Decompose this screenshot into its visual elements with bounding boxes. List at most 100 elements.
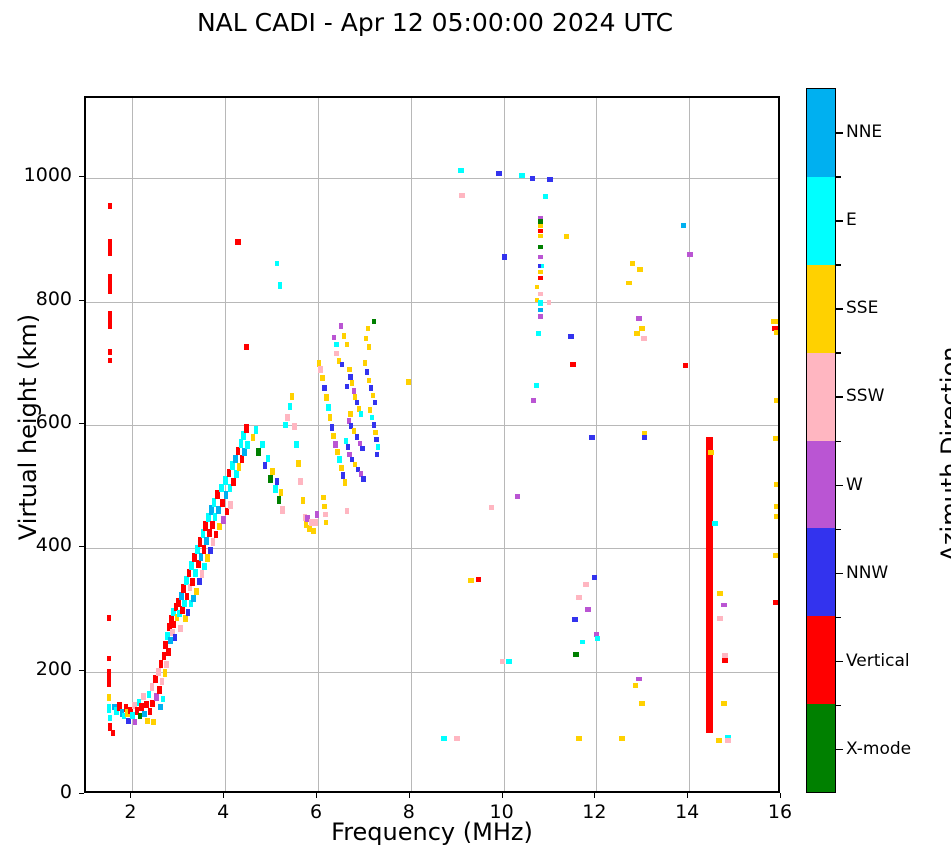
colorbar-segment-nne[interactable] xyxy=(807,89,835,177)
colorbar-label-sse: SSE xyxy=(846,298,879,319)
colorbar-label-nnw: NNW xyxy=(846,562,889,583)
echo-point xyxy=(354,399,360,406)
echo-point xyxy=(219,483,224,493)
echo-point xyxy=(366,325,371,332)
echo-point xyxy=(537,275,544,281)
colorbar-boundary-tick xyxy=(836,616,841,619)
echo-point xyxy=(110,730,115,737)
echo-point xyxy=(314,510,320,518)
colorbar-label-x-mode: X-mode xyxy=(846,738,912,759)
echo-point xyxy=(537,291,544,297)
echo-point xyxy=(496,170,502,176)
echo-point xyxy=(107,274,113,295)
echo-point xyxy=(375,451,380,458)
echo-point xyxy=(334,350,339,357)
echo-point xyxy=(205,554,210,562)
x-axis-tick xyxy=(594,793,596,798)
echo-point xyxy=(207,529,212,538)
colorbar-label-ssw: SSW xyxy=(846,386,885,407)
colorbar-segment-ssw[interactable] xyxy=(807,352,835,441)
echo-point xyxy=(162,669,168,677)
echo-point xyxy=(172,634,178,642)
echo-point xyxy=(169,629,175,637)
echo-point xyxy=(238,439,244,448)
echo-point xyxy=(537,314,544,319)
echo-point xyxy=(514,493,521,499)
x-axis-tick-label: 16 xyxy=(767,801,793,823)
y-axis-tick-label: 600 xyxy=(35,410,72,433)
echo-point xyxy=(211,498,217,507)
echo-point xyxy=(708,449,715,455)
echo-point xyxy=(189,560,195,571)
echo-point xyxy=(289,393,295,400)
echo-point xyxy=(360,445,365,452)
echo-point xyxy=(277,282,283,289)
echo-point xyxy=(203,521,209,531)
colorbar-segment-vertical[interactable] xyxy=(807,616,835,705)
echo-point xyxy=(773,553,778,559)
echo-point xyxy=(542,194,549,200)
echo-point xyxy=(353,461,358,468)
echo-point xyxy=(233,454,238,464)
echo-point xyxy=(639,701,645,707)
echo-point xyxy=(540,263,545,268)
colorbar[interactable] xyxy=(806,88,836,793)
x-axis-tick xyxy=(501,793,503,798)
colorbar-segment-x-mode[interactable] xyxy=(807,704,835,792)
y-axis-tick xyxy=(79,176,84,178)
echo-point xyxy=(302,514,308,521)
echo-point xyxy=(160,695,166,702)
echo-point xyxy=(355,466,360,473)
echo-point xyxy=(346,418,351,424)
echo-point xyxy=(244,344,249,350)
echo-point xyxy=(292,422,298,430)
echo-point xyxy=(353,394,358,400)
colorbar-segment-w[interactable] xyxy=(807,440,835,529)
colorbar-segment-nnw[interactable] xyxy=(807,528,835,617)
echo-point xyxy=(223,491,229,500)
echo-point xyxy=(585,607,591,613)
colorbar-label-e: E xyxy=(846,210,857,231)
echo-point xyxy=(337,456,342,463)
echo-point xyxy=(161,652,167,661)
echo-point xyxy=(107,349,113,356)
echo-point xyxy=(156,668,161,677)
echo-point xyxy=(356,406,361,412)
echo-point xyxy=(374,436,379,443)
echo-point xyxy=(197,537,203,547)
echo-point xyxy=(137,712,143,720)
colorbar-segment-sse[interactable] xyxy=(807,264,835,353)
echo-point xyxy=(144,717,150,725)
echo-point xyxy=(342,479,348,487)
y-axis-tick xyxy=(79,422,84,424)
gridline-vertical xyxy=(503,98,505,791)
echo-point xyxy=(166,648,171,656)
echo-point xyxy=(499,659,506,665)
echo-point xyxy=(107,655,112,661)
echo-point xyxy=(371,422,376,428)
echo-point xyxy=(357,440,362,447)
echo-point xyxy=(272,485,278,493)
echo-point xyxy=(192,553,197,562)
colorbar-tick xyxy=(836,132,843,134)
y-axis-label: Virtual height (km) xyxy=(14,313,42,541)
echo-point xyxy=(202,563,208,571)
echo-point xyxy=(107,310,113,330)
echo-point xyxy=(454,735,461,741)
echo-point xyxy=(163,640,169,650)
echo-point xyxy=(348,374,353,380)
echo-point xyxy=(316,359,322,367)
echo-point xyxy=(209,520,215,529)
colorbar-segment-e[interactable] xyxy=(807,176,835,265)
echo-point xyxy=(458,192,465,198)
echo-point xyxy=(179,592,184,601)
x-axis-tick-label: 10 xyxy=(489,801,514,823)
echo-point xyxy=(537,215,544,220)
echo-point xyxy=(159,677,165,686)
colorbar-boundary-tick xyxy=(836,176,841,178)
x-axis-tick-label: 4 xyxy=(217,801,230,823)
echo-point xyxy=(354,434,360,441)
echo-point xyxy=(134,707,140,716)
echo-scatter-layer xyxy=(86,98,778,791)
echo-point xyxy=(235,239,241,246)
